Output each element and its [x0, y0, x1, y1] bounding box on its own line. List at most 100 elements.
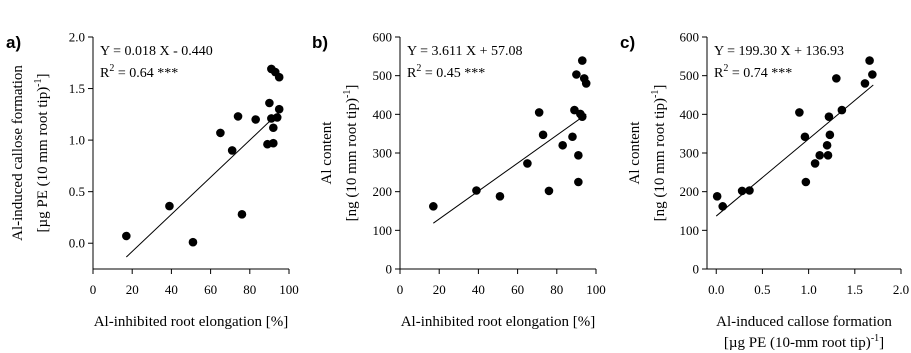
r-squared-value: = 0.64 *** [114, 66, 178, 81]
r-squared: R2 = 0.64 *** [100, 63, 178, 81]
y-tick-label: 1.0 [69, 133, 85, 148]
y-tick-label: 100 [373, 223, 393, 238]
data-point [472, 186, 481, 195]
y-tick-label: 0 [693, 262, 700, 277]
r-squared-r: R [407, 66, 417, 81]
data-point [534, 108, 544, 117]
data-point [823, 151, 833, 160]
data-point [274, 72, 284, 82]
panel-letter: b) [312, 33, 328, 52]
data-point [233, 112, 243, 121]
x-tick-label: 60 [204, 282, 217, 297]
x-tick-label: 60 [511, 282, 524, 297]
y-tick-label: 0 [386, 262, 393, 277]
data-point [269, 138, 278, 148]
panel-c: 0 100 200 300 400 500 600 0.0 0.5 1.0 1.5 2.0 c) Y = … [620, 30, 909, 352]
r-squared: R2 = 0.74 *** [714, 63, 792, 81]
y-tick-label: 600 [680, 30, 700, 45]
y-tick-label: 300 [680, 146, 700, 161]
x-tick-label: 0 [90, 282, 97, 297]
data-point [251, 115, 260, 124]
y-tick-label: 400 [680, 107, 700, 122]
regression-line [715, 84, 874, 217]
data-point [576, 109, 585, 119]
data-point [810, 159, 820, 168]
y-axis-title-bracket: ] [35, 73, 51, 78]
x-axis-title: Al-inhibited root elongation [%] [94, 314, 289, 330]
panel-letter: c) [620, 33, 635, 52]
data-point [832, 74, 841, 83]
data-point [523, 159, 532, 168]
data-point [165, 201, 174, 211]
y-tick-label: 0.0 [69, 236, 85, 251]
r-squared-power: 2 [109, 63, 114, 74]
y-tick-label: 500 [680, 68, 700, 83]
x-tick-label: 80 [243, 282, 256, 297]
data-point [237, 210, 247, 219]
x-tick-label: 0.0 [708, 282, 724, 297]
y-axis-title-bracket: ] [344, 85, 360, 90]
y-axis-title-line2: [µg PE (10 mm root tip)-1] [33, 73, 51, 232]
data-point [801, 177, 811, 187]
y-tick-label: 400 [373, 107, 393, 122]
y-axis-title-line1: Al content [627, 121, 643, 185]
data-point [574, 151, 583, 160]
y-tick-label: 300 [373, 146, 393, 161]
regression-equation: Y = 199.30 X + 136.93 [714, 44, 844, 59]
y-tick-label: 200 [680, 184, 700, 199]
data-point [718, 202, 728, 211]
r-squared-value: = 0.45 *** [421, 66, 485, 81]
data-point [429, 202, 438, 211]
x-tick-label: 0 [397, 282, 404, 297]
y-axis-title-main: [ng (10 mm root tip) [344, 98, 360, 221]
x-tick-label: 100 [279, 282, 299, 297]
data-point [265, 98, 274, 108]
x-axis-title-line1: Al-induced callose formation [716, 314, 892, 330]
y-tick-label: 600 [373, 30, 393, 45]
data-point [577, 56, 587, 65]
regression-line [433, 113, 587, 224]
y-axis-title-exponent: -1 [650, 90, 661, 98]
data-point [269, 123, 278, 133]
y-tick-label: 1.5 [69, 81, 85, 96]
x-tick-label: 40 [165, 282, 178, 297]
x-tick-label: 20 [126, 282, 139, 297]
data-point [495, 192, 505, 201]
data-point [837, 105, 847, 115]
panel-a: 0.0 0.5 1.0 1.5 2.0 0 20 40 60 80 100 a) Y = 0.018 X… [6, 30, 299, 331]
regression-line [125, 111, 280, 258]
x-axis-title-exponent: -1 [871, 333, 879, 344]
x-tick-label: 0.5 [754, 282, 770, 297]
data-point [568, 132, 577, 142]
data-point [581, 79, 591, 88]
r-squared-power: 2 [723, 63, 728, 74]
data-point [574, 177, 583, 187]
y-axis-title-line1: Al-induced callose formation [10, 65, 26, 241]
data-point [538, 130, 548, 140]
y-tick-label: 0.5 [69, 184, 85, 199]
data-point [544, 186, 554, 196]
y-tick-label: 500 [373, 68, 393, 83]
y-axis-title-main: [µg PE (10 mm root tip) [35, 87, 51, 233]
data-point [188, 237, 198, 247]
regression-equation: Y = 0.018 X - 0.440 [100, 44, 213, 59]
x-axis-title: Al-inhibited root elongation [%] [401, 314, 596, 330]
y-axis-title-exponent: -1 [33, 78, 44, 86]
r-squared-power: 2 [416, 63, 421, 74]
r-squared-value: = 0.74 *** [728, 66, 792, 81]
data-point [815, 151, 825, 160]
data-point [745, 186, 754, 195]
x-tick-label: 2.0 [893, 282, 909, 297]
data-point [216, 128, 225, 138]
data-point [824, 112, 834, 121]
y-axis-title-exponent: -1 [342, 90, 353, 98]
data-point [822, 140, 832, 150]
data-point [865, 56, 874, 65]
x-tick-label: 1.0 [800, 282, 816, 297]
data-point [795, 108, 804, 117]
y-axis-title-bracket: ] [652, 85, 668, 90]
y-tick-label: 100 [680, 223, 700, 238]
y-axis-title-line2: [ng (10 mm root tip)-1] [650, 85, 668, 222]
x-tick-label: 1.5 [847, 282, 863, 297]
